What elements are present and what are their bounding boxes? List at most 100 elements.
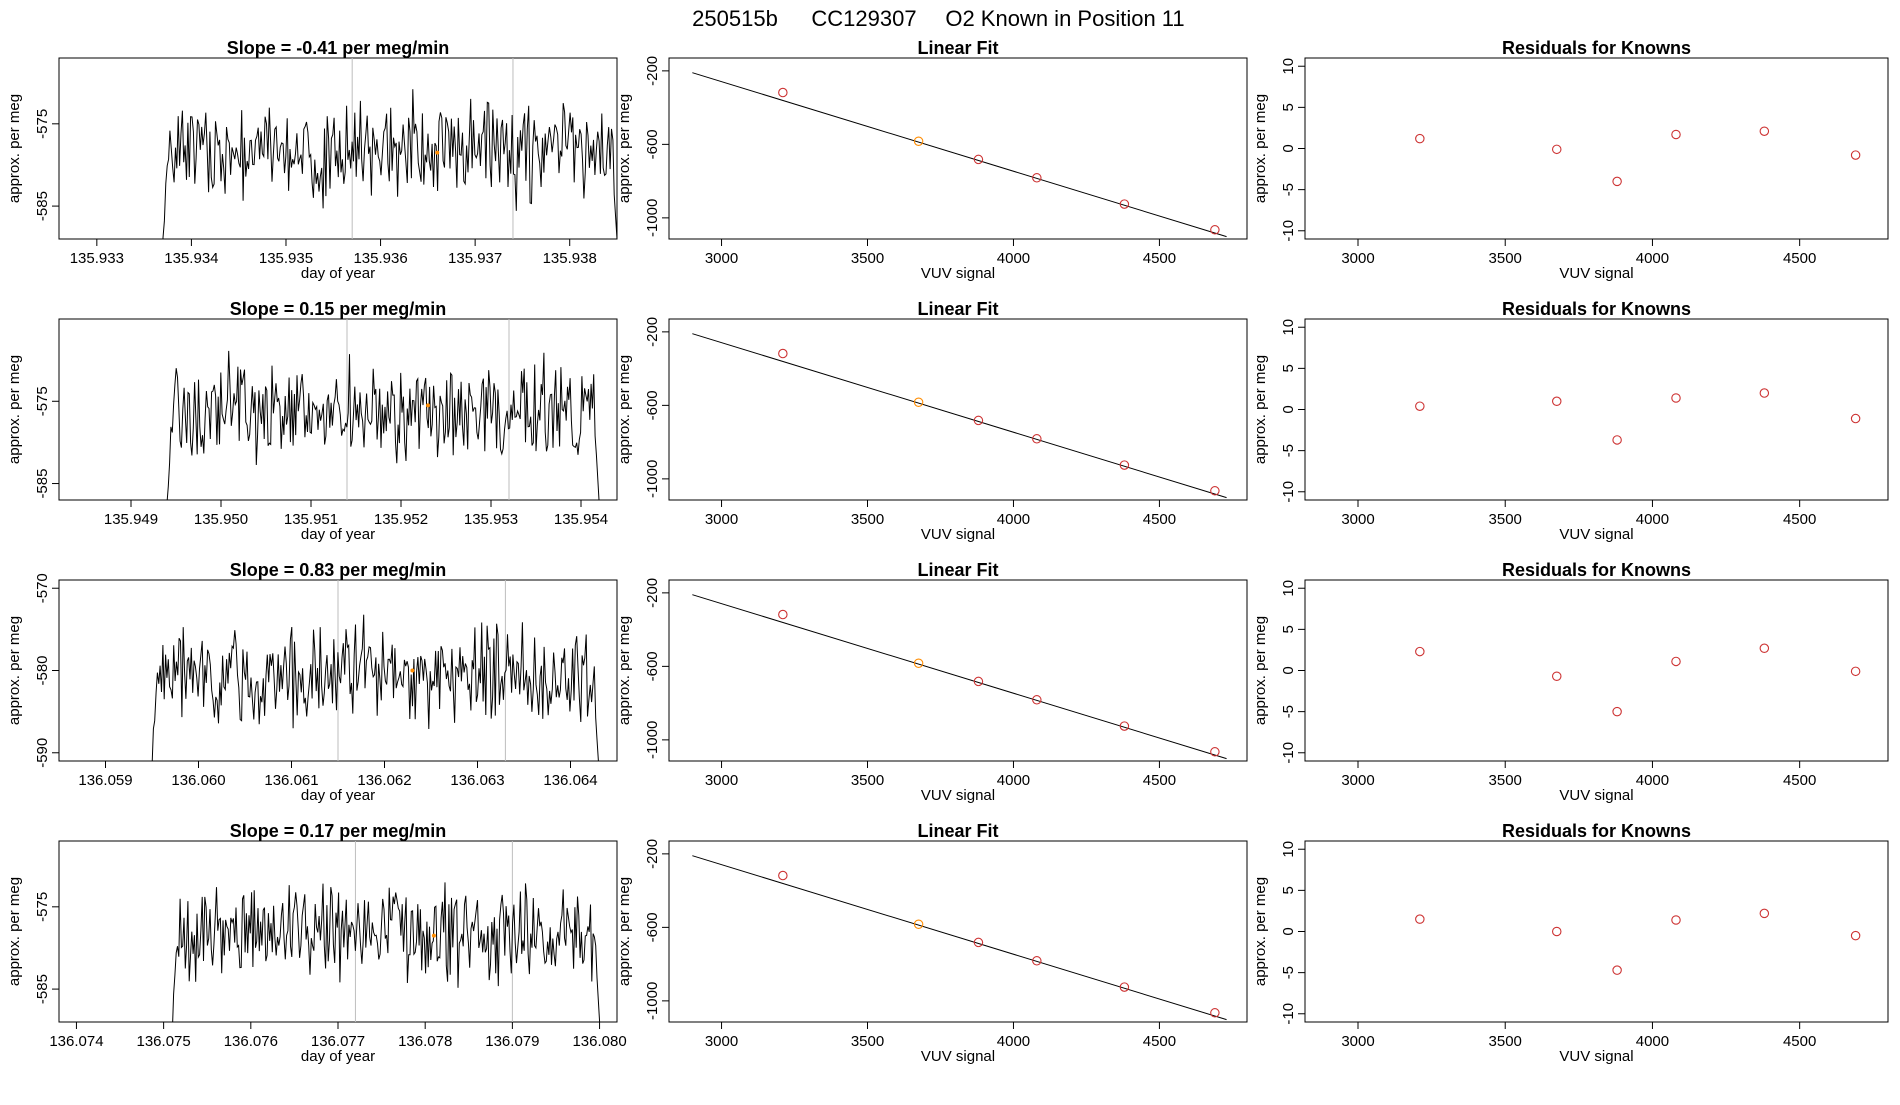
y-tick-label: 5 [1280, 625, 1297, 633]
panel-residuals: Residuals for Knowns 3000 3500 4000 4500 -10 -… [1252, 299, 1889, 543]
y-tick-label: -585 [34, 469, 51, 499]
x-tick-label: 4500 [1143, 511, 1176, 528]
data-layer [692, 72, 1227, 238]
x-axis-label: VUV signal [921, 526, 995, 543]
x-tick-label: 3000 [1341, 1033, 1374, 1050]
x-tick-label: 136.080 [572, 1033, 626, 1050]
y-tick-label: -575 [34, 109, 51, 139]
x-tick-label: 4000 [997, 1033, 1030, 1050]
x-tick-label: 4500 [1783, 1033, 1816, 1050]
y-axis-label: approx. per meg [1252, 94, 1269, 203]
panel-title: Slope = 0.17 per meg/min [230, 821, 447, 841]
fit-line [692, 594, 1227, 760]
x-axis-label: VUV signal [921, 787, 995, 804]
x-tick-label: 3500 [1489, 1033, 1522, 1050]
y-tick-label: -5 [1280, 966, 1297, 979]
panel-grid: Slope = -0.41 per meg/min 135.933 135.934 1… [6, 38, 1889, 1065]
known-point [1850, 930, 1861, 941]
y-tick-label: 0 [1280, 666, 1297, 674]
plot-frame [668, 318, 1248, 501]
x-tick-label: 136.076 [224, 1033, 278, 1050]
x-axis-label: VUV signal [921, 1048, 995, 1065]
panel-title: Residuals for Knowns [1502, 38, 1691, 58]
x-tick-label: 136.077 [311, 1033, 365, 1050]
x-tick-label: 4000 [997, 511, 1030, 528]
plot-frame [1304, 57, 1889, 240]
y-tick-label: 5 [1280, 103, 1297, 111]
panel-title: Slope = -0.41 per meg/min [227, 38, 450, 58]
x-tick-label: 4000 [997, 772, 1030, 789]
x-tick-label: 136.074 [49, 1033, 103, 1050]
x-tick-label: 136.063 [450, 772, 504, 789]
fit-line [692, 855, 1227, 1021]
x-tick-label: 3000 [1341, 511, 1374, 528]
x-tick-label: 135.934 [164, 250, 218, 267]
plot-frame [58, 57, 618, 240]
x-tick-label: 3500 [1489, 250, 1522, 267]
known-point [1850, 150, 1861, 160]
x-tick-label: 135.938 [543, 250, 597, 267]
x-tick-label: 136.059 [78, 772, 132, 789]
y-axis-label: approx. per meg [6, 94, 23, 203]
y-tick-label: 10 [1280, 319, 1297, 336]
highlight-point [431, 933, 436, 938]
panel-title: Linear Fit [917, 821, 998, 841]
data-layer [59, 319, 600, 500]
known-point [778, 87, 788, 98]
x-tick-label: 135.936 [353, 250, 407, 267]
known-point [778, 609, 788, 620]
known-point [1552, 144, 1562, 155]
known-point [1759, 908, 1770, 919]
panel-linear-fit: Linear Fit 3000 3500 4000 4500 -200 -600 -1000 V… [616, 821, 1248, 1065]
y-axis-label: approx. per meg [616, 94, 633, 203]
x-tick-label: 3500 [1489, 772, 1522, 789]
known-point [1032, 695, 1042, 705]
panel-time-series: Slope = -0.41 per meg/min 135.933 135.934 1… [6, 38, 618, 282]
y-tick-label: 5 [1280, 886, 1297, 894]
panel-title: Linear Fit [917, 38, 998, 58]
y-tick-label: -600 [644, 390, 661, 420]
y-tick-label: -600 [644, 129, 661, 159]
figure-title-description: O2 Known in Position 11 [945, 6, 1184, 31]
panel-title: Residuals for Knowns [1502, 560, 1691, 580]
y-tick-label: -600 [644, 651, 661, 681]
y-tick-label: -570 [34, 573, 51, 603]
x-tick-label: 136.064 [543, 772, 597, 789]
x-tick-label: 3500 [1489, 511, 1522, 528]
y-axis-label: approx. per meg [1252, 616, 1269, 725]
y-tick-label: -10 [1280, 220, 1297, 242]
data-layer [59, 841, 601, 1022]
known-point [1210, 1008, 1220, 1018]
x-axis-label: day of year [301, 526, 375, 543]
y-axis-label: approx. per meg [616, 616, 633, 725]
y-axis-label: approx. per meg [1252, 355, 1269, 464]
plot-frame [58, 318, 618, 501]
x-tick-label: 136.061 [264, 772, 318, 789]
known-point [1032, 434, 1042, 444]
data-layer [59, 58, 617, 239]
x-tick-label: 3000 [705, 1033, 738, 1050]
plot-frame [668, 57, 1248, 240]
known-point [1210, 747, 1220, 757]
y-axis-label: approx. per meg [616, 355, 633, 464]
panel-time-series: Slope = 0.15 per meg/min 135.949 135.950 13… [6, 299, 618, 543]
plot-frame [1304, 318, 1889, 501]
known-point [1552, 671, 1562, 682]
highlight-point [426, 403, 430, 408]
x-axis-label: day of year [301, 787, 375, 804]
known-point [778, 348, 788, 359]
y-axis-label: approx. per meg [616, 877, 633, 986]
x-tick-label: 135.951 [284, 511, 338, 528]
y-tick-label: -590 [34, 738, 51, 768]
panel-residuals: Residuals for Knowns 3000 3500 4000 4500 -10 -… [1252, 38, 1889, 282]
x-tick-label: 135.933 [70, 250, 124, 267]
known-point [973, 676, 984, 687]
x-axis-label: day of year [301, 1048, 375, 1065]
highlight-point [913, 136, 924, 146]
known-point [1210, 225, 1220, 235]
known-point [1612, 965, 1622, 975]
x-axis-label: VUV signal [1559, 1048, 1633, 1065]
known-point [1671, 915, 1681, 925]
plot-frame [668, 579, 1248, 762]
